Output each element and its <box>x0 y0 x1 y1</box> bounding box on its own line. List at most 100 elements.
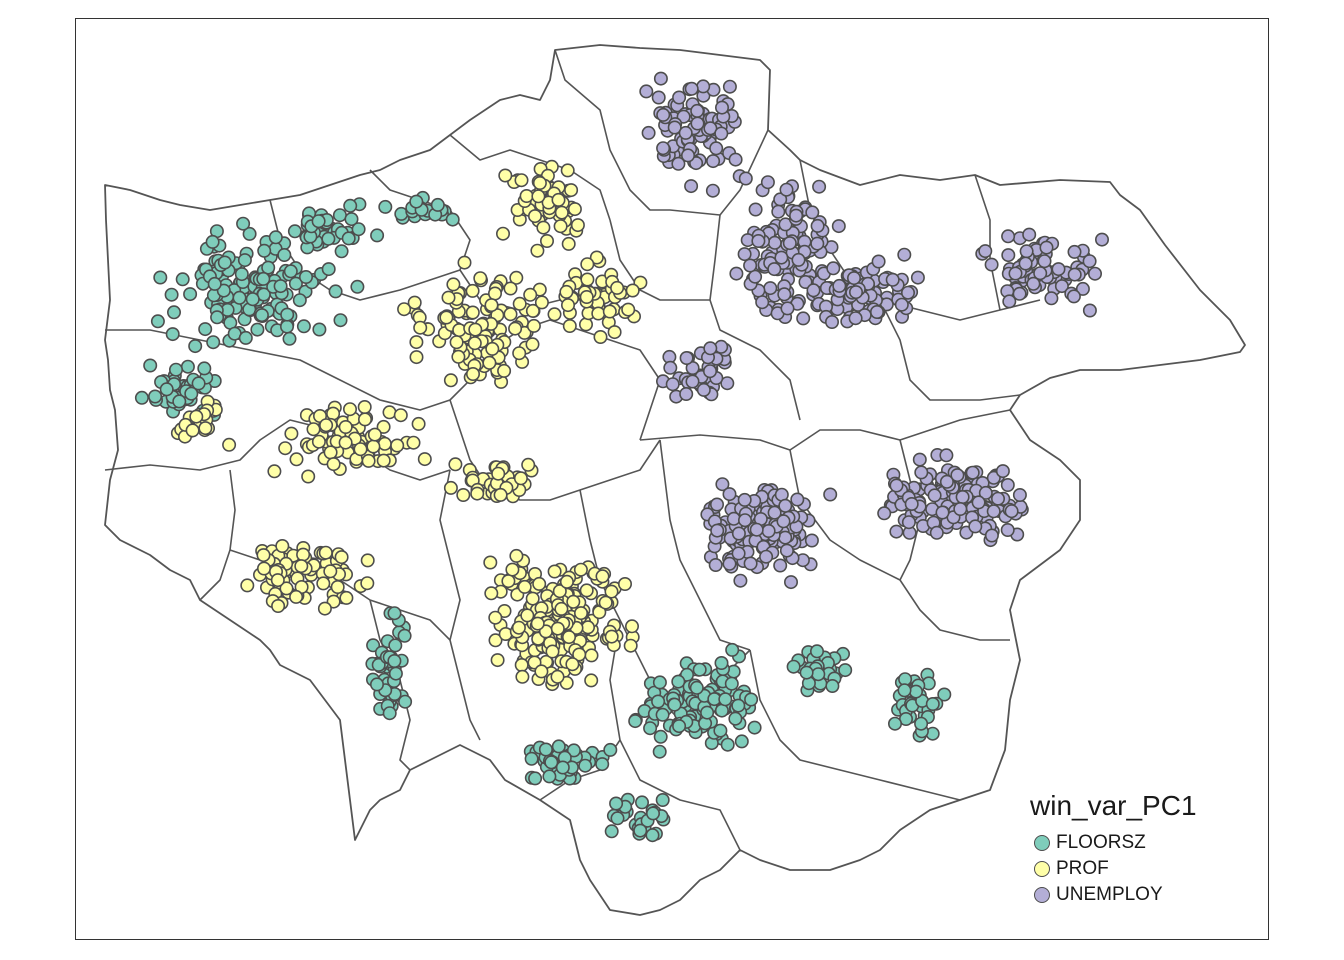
floorsz-point <box>528 771 543 786</box>
floorsz-point <box>634 795 649 810</box>
floorsz-point <box>555 760 570 775</box>
prof-point <box>498 168 513 183</box>
prof-point <box>493 487 508 502</box>
floorsz-point <box>279 319 294 334</box>
prof-point <box>617 576 632 591</box>
unemploy-point <box>897 247 912 262</box>
unemploy-point <box>935 505 950 520</box>
prof-point <box>306 422 321 437</box>
floorsz-point <box>445 212 460 227</box>
floorsz-point <box>388 666 403 681</box>
floorsz-point <box>643 721 658 736</box>
floorsz-point <box>398 694 413 709</box>
prof-point <box>256 561 271 576</box>
prof-point <box>271 598 286 613</box>
outer-boundary <box>104 44 1246 916</box>
unemploy-point <box>1054 279 1069 294</box>
prof-point <box>390 438 405 453</box>
prof-point <box>560 298 575 313</box>
prof-point <box>501 574 516 589</box>
unemploy-point <box>653 71 668 86</box>
map-frame <box>75 18 1269 940</box>
floorsz-point <box>288 276 303 291</box>
unemploy-point <box>1022 227 1037 242</box>
prof-point <box>449 335 464 350</box>
unemploy-point <box>743 556 758 571</box>
legend-swatch-prof <box>1034 861 1050 877</box>
floorsz-point <box>341 231 356 246</box>
unemploy-point <box>773 558 788 573</box>
floorsz-point <box>344 212 359 227</box>
unemploy-point <box>848 311 863 326</box>
prof-point <box>488 610 503 625</box>
prof-point <box>185 423 200 438</box>
prof-point <box>326 457 341 472</box>
prof-point <box>296 547 311 562</box>
unemploy-point <box>665 377 680 392</box>
unemploy-point <box>805 205 820 220</box>
unemploy-point <box>889 478 904 493</box>
floorsz-point <box>292 293 307 308</box>
prof-point <box>573 562 588 577</box>
prof-point <box>593 329 608 344</box>
unemploy-point <box>778 498 793 513</box>
unemploy-point <box>656 141 671 156</box>
prof-point <box>289 452 304 467</box>
floorsz-point <box>268 230 283 245</box>
prof-point <box>457 255 472 270</box>
prof-point <box>448 457 463 472</box>
prof-point <box>534 295 549 310</box>
prof-point <box>339 590 354 605</box>
unemploy-point <box>733 573 748 588</box>
floorsz-point <box>524 751 539 766</box>
unemploy-point <box>738 171 753 186</box>
floorsz-point <box>188 339 203 354</box>
prof-point <box>484 298 499 313</box>
floorsz-point <box>234 267 249 282</box>
prof-point <box>451 349 466 364</box>
floorsz-point <box>312 322 327 337</box>
floorsz-point <box>321 231 336 246</box>
prof-point <box>382 405 397 420</box>
prof-point <box>357 399 372 414</box>
prof-point <box>301 469 316 484</box>
prof-point <box>564 183 579 198</box>
prof-point <box>534 664 549 679</box>
floorsz-point <box>652 675 667 690</box>
unemploy-point <box>774 250 789 265</box>
floorsz-point <box>153 270 168 285</box>
unemploy-point <box>656 107 671 122</box>
legend-label-unemploy: UNEMPLOY <box>1056 884 1163 905</box>
unemploy-point <box>776 514 791 529</box>
prof-point <box>406 435 421 450</box>
prof-point <box>570 218 585 233</box>
unemploy-point <box>703 341 718 356</box>
unemploy-point <box>667 120 682 135</box>
floorsz-point <box>887 716 902 731</box>
floorsz-point <box>595 757 610 772</box>
floorsz-point <box>731 698 746 713</box>
prof-point <box>573 606 588 621</box>
unemploy-point <box>782 236 797 251</box>
prof-point <box>531 189 546 204</box>
floorsz-point <box>328 284 343 299</box>
prof-point <box>473 271 488 286</box>
unemploy-point <box>720 376 735 391</box>
unemploy-point <box>995 464 1010 479</box>
prof-point <box>411 416 426 431</box>
floorsz-point <box>198 322 213 337</box>
floorsz-point <box>645 828 660 843</box>
prof-point <box>456 487 471 502</box>
unemploy-point <box>1095 232 1110 247</box>
prof-point <box>483 555 498 570</box>
legend-swatch-floorsz <box>1034 835 1050 851</box>
unemploy-point <box>684 179 699 194</box>
prof-point <box>505 562 520 577</box>
floorsz-point <box>603 742 618 757</box>
floorsz-point <box>148 389 163 404</box>
prof-point <box>515 669 530 684</box>
floorsz-point <box>371 657 386 672</box>
unemploy-point <box>728 152 743 167</box>
floorsz-point <box>388 638 403 653</box>
